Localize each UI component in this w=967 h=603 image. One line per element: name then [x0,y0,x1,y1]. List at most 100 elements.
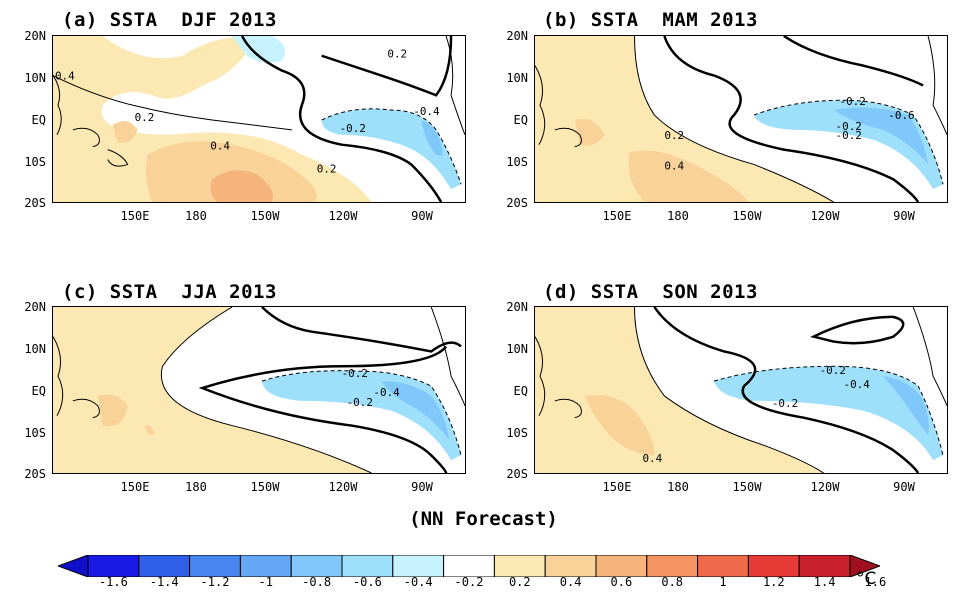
contour-label: 0.4 [210,140,230,153]
contour-label: -0.4 [373,386,400,399]
contour-line [160,307,372,473]
y-tick-label: EQ [513,113,528,127]
colorbar-segment [392,555,445,577]
contour-label: 0.2 [664,129,684,142]
x-tick-label: 120W [810,209,840,223]
map-panel-a: 0.4 0.2 0.4 0.2 0.2 -0.2 -0.4 [52,35,466,203]
y-tick-label: 20N [24,29,46,43]
contour-zero [261,307,462,353]
cool-region [714,366,944,461]
colorbar-segment [747,555,800,577]
map-d-svg: -0.2 -0.4 -0.2 0.4 [535,307,947,473]
forecast-caption: (NN Forecast) [409,508,558,530]
warm-region [535,36,834,202]
land-outline [53,36,465,167]
contour-line [713,365,944,456]
y-tick-label: 20S [506,196,528,210]
colorbar-tick-label: 0.8 [661,575,684,589]
colorbar-segment [697,555,749,577]
y-tick-label: EQ [31,384,46,398]
panel-a-title: (a) SSTA DJF 2013 [62,9,277,31]
colorbar-tick-label: 1.2 [762,575,785,589]
y-tick-label: 20S [24,196,46,210]
colorbar-segment [87,555,140,577]
contour-label: -0.4 [413,105,440,118]
colorbar-tick-label: 1.4 [813,575,836,589]
map-panel-c: -0.2 -0.4 -0.2 [52,306,466,474]
contour-zero [321,36,453,97]
x-tick-label: 180 [667,209,689,223]
contour-line [634,36,834,202]
x-tick-label: 120W [328,209,358,223]
contour-label: 0.4 [664,159,684,172]
x-tick-label: 180 [185,480,207,494]
x-tick-label: 150E [602,480,632,494]
cool-region [381,381,450,441]
contour-label: -0.2 [836,120,862,133]
colorbar-tick-label: 1 [719,575,727,589]
y-tick-label: 10S [24,155,46,169]
contour-line [634,307,824,473]
cool-region [421,119,443,156]
contour-label: 0.2 [135,111,155,124]
panel-c-title: (c) SSTA JJA 2013 [62,281,277,303]
y-tick-label: EQ [31,113,46,127]
colorbar-tick-label: -1 [258,575,274,589]
contour-label: 0.4 [642,452,662,465]
map-a-svg: 0.4 0.2 0.4 0.2 0.2 -0.2 -0.4 [53,36,465,202]
land-outline [535,36,947,148]
cool-region [833,107,929,165]
colorbar-tick-label: 0.6 [610,575,633,589]
warm-region [574,119,605,146]
cool-region [883,376,929,436]
contour-label: -0.2 [347,396,373,409]
colorbar-segment [189,555,241,577]
contour-label: -0.2 [836,129,862,142]
colorbar-tick-label: -0.6 [352,575,382,589]
contour-label: 0.4 [55,70,75,83]
y-tick-label: 20N [506,300,528,314]
y-tick-label: 20S [24,467,46,481]
y-tick-label: 10N [506,342,528,356]
contour-label: -0.4 [844,378,871,391]
x-tick-label: 120W [810,480,840,494]
warm-region [144,425,155,435]
warm-region [112,120,138,143]
colorbar-low-arrow [58,555,89,577]
map-b-svg: -0.2 -0.6 -0.2 -0.2 0.2 0.4 [535,36,947,202]
land-outline [535,307,947,419]
warm-region [584,394,655,456]
warm-region [97,394,128,427]
contour-label: 0.2 [317,162,337,175]
x-tick-label: 120W [328,480,358,494]
x-tick-label: 150E [120,480,150,494]
contour-zero [663,36,920,202]
x-tick-label: 90W [893,209,915,223]
y-tick-label: 20N [506,29,528,43]
colorbar-tick-label: -0.8 [302,575,332,589]
y-tick-label: 20S [506,467,528,481]
colorbar-tick-label: -1.4 [149,575,179,589]
contour-label: -0.2 [342,367,368,380]
contour-line [753,99,944,185]
y-tick-label: 10S [506,155,528,169]
x-tick-label: 150W [732,209,762,223]
units-label: °C [856,569,877,589]
colorbar-segment [493,555,546,577]
map-c-svg: -0.2 -0.4 -0.2 [53,307,465,473]
contour-label: 0.2 [387,48,407,61]
colorbar-tick-label: -0.4 [403,575,433,589]
x-tick-label: 90W [411,209,433,223]
contour-label: -0.2 [820,364,846,377]
colorbar-tick-label: -1.2 [200,575,230,589]
warm-region [53,36,372,202]
map-panel-d: -0.2 -0.4 -0.2 0.4 [534,306,948,474]
contour-line [321,108,462,185]
colorbar-high-arrow [849,555,880,577]
colorbar-tick-label: 1.6 [864,575,887,589]
colorbar-segment [341,555,394,577]
colorbar-segment [138,555,191,577]
contour-zero [198,345,448,473]
y-tick-label: 10S [24,426,46,440]
colorbar-tick-label: -1.6 [98,575,128,589]
